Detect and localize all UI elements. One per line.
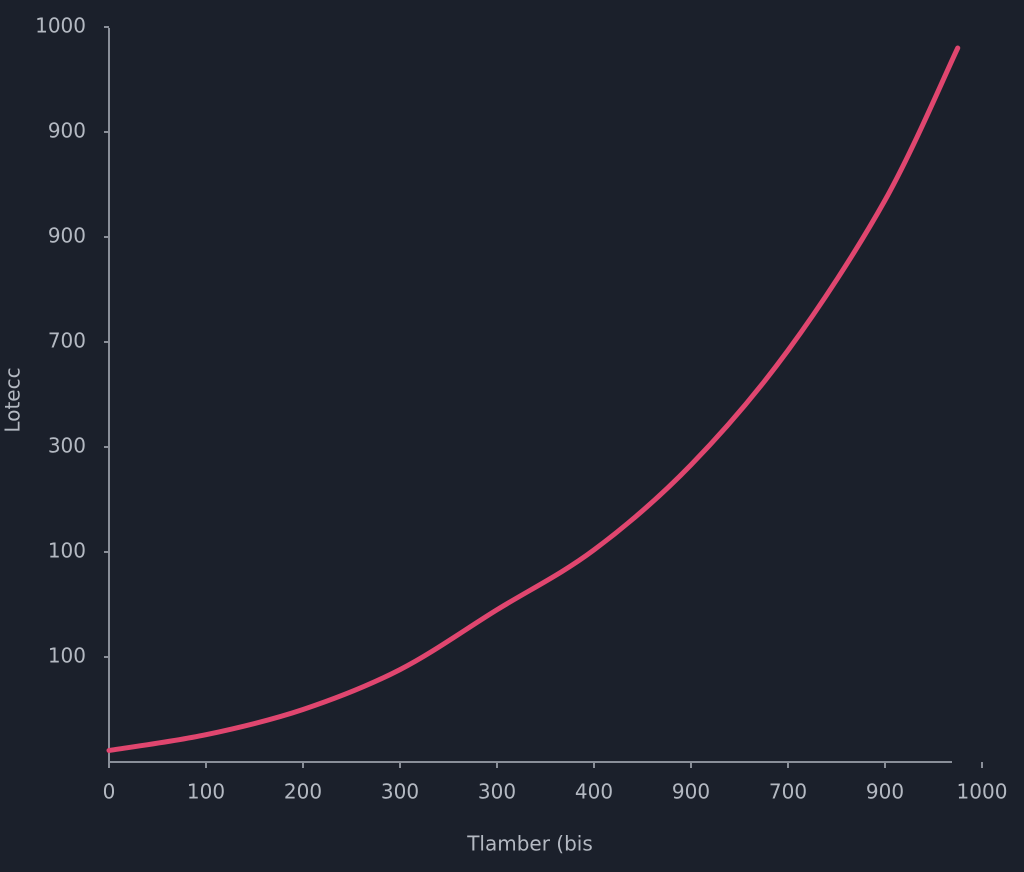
y-axis-title: Lotecc [1, 367, 25, 432]
y-tick-label: 300 [48, 434, 86, 458]
y-tick-label: 700 [48, 329, 86, 353]
x-tick-label: 700 [769, 780, 807, 804]
y-tick-label: 900 [48, 224, 86, 248]
y-tick-label: 900 [48, 119, 86, 143]
x-tick-label: 200 [284, 780, 322, 804]
x-axis-title: Tlamber (bis [466, 832, 593, 856]
y-tick-label: 100 [48, 644, 86, 668]
x-tick-label: 0 [103, 780, 116, 804]
x-tick-label: 100 [187, 780, 225, 804]
x-tick-label: 900 [672, 780, 710, 804]
line-series [106, 45, 961, 753]
x-tick-label: 1000 [957, 780, 1008, 804]
x-tick-label: 900 [866, 780, 904, 804]
x-tick-label: 400 [575, 780, 613, 804]
y-tick-label: 1000 [35, 14, 86, 38]
y-tick-label: 100 [48, 539, 86, 563]
x-tick-label: 300 [381, 780, 419, 804]
x-tick-label: 300 [478, 780, 516, 804]
